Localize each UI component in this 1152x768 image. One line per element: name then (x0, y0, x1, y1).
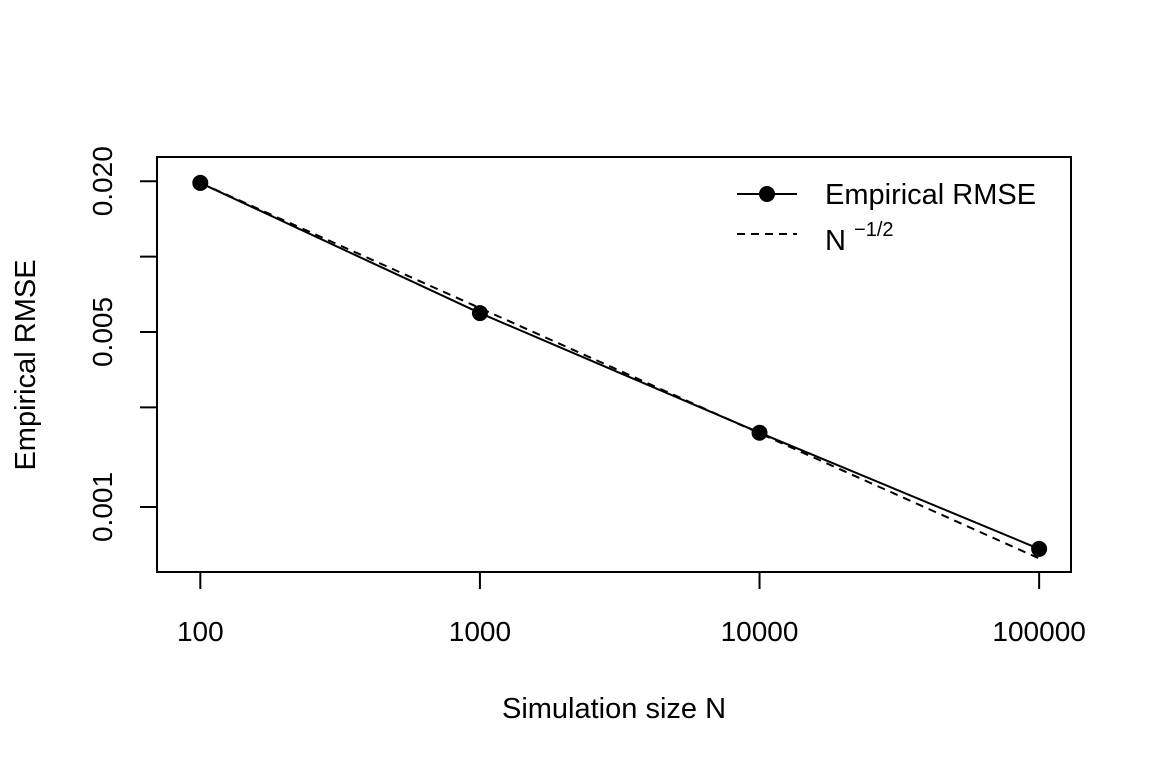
empirical-rmse-point (751, 424, 768, 441)
x-axis-title: Simulation size N (502, 693, 726, 725)
legend-point-marker (759, 186, 775, 202)
y-axis: 0.001 0.005 0.020 (87, 146, 157, 542)
legend: Empirical RMSE N −1/2 (737, 179, 1036, 257)
x-tick-label: 10000 (721, 616, 799, 647)
legend-label-empirical: Empirical RMSE (825, 179, 1036, 211)
legend-label-exponent: −1/2 (854, 219, 893, 241)
y-tick-label: 0.020 (87, 146, 118, 216)
empirical-rmse-line (199, 181, 1040, 550)
plot-frame (156, 156, 1072, 573)
y-tick-label: 0.001 (87, 472, 118, 542)
x-tick-label: 100 (177, 616, 224, 647)
empirical-rmse-point (1031, 540, 1048, 557)
series-layer (192, 174, 1048, 560)
x-tick-label: 100000 (992, 616, 1085, 647)
empirical-rmse-point (192, 174, 209, 191)
x-tick-label: 1000 (449, 616, 511, 647)
y-axis-title: Empirical RMSE (10, 259, 42, 470)
power-law-reference-line (199, 181, 1040, 560)
x-axis: 100 1000 10000 100000 (177, 572, 1086, 647)
legend-label-power-law: N −1/2 (825, 219, 894, 257)
empirical-rmse-point (471, 305, 488, 322)
legend-label-base: N (825, 225, 846, 257)
y-tick-label: 0.005 (87, 297, 118, 367)
